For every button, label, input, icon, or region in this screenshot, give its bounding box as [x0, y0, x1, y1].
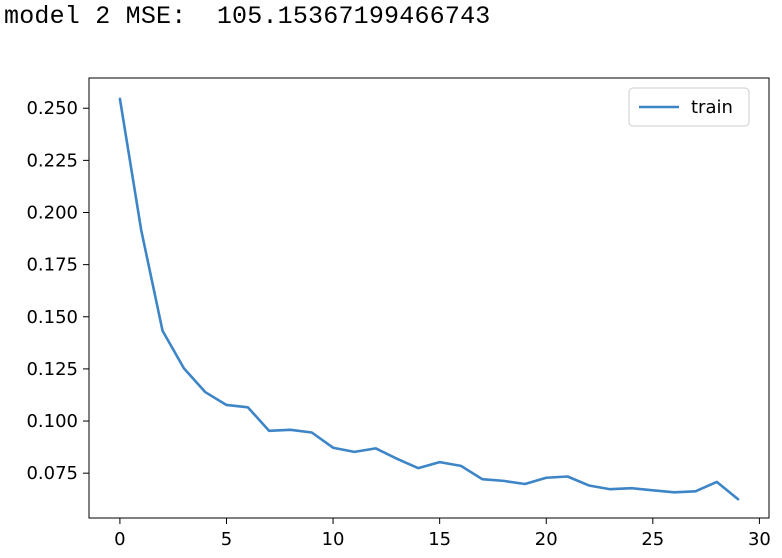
axes-frame — [88, 77, 770, 519]
y-tick-label: 0.075 — [26, 463, 78, 484]
y-tick-label: 0.200 — [26, 203, 78, 224]
x-tick-label: 15 — [428, 529, 451, 550]
legend-label-train: train — [691, 97, 733, 118]
y-tick-label: 0.150 — [26, 307, 78, 328]
legend: train — [628, 87, 750, 127]
x-tick-label: 10 — [322, 529, 345, 550]
y-tick-label: 0.225 — [26, 150, 78, 171]
y-tick-label: 0.100 — [26, 411, 78, 432]
x-tick-label: 20 — [535, 529, 558, 550]
y-tick-label: 0.250 — [26, 98, 78, 119]
legend-box — [628, 87, 750, 127]
series-layer — [118, 97, 740, 501]
x-tick-label: 25 — [641, 529, 664, 550]
x-tick-label: 30 — [748, 529, 771, 550]
ticks-layer: 0 5 10 15 20 25 30 0.075 0.100 0.125 0.150 0.175 0.2… — [26, 98, 770, 550]
series-line-train — [118, 97, 740, 501]
x-tick-label: 5 — [221, 529, 232, 550]
model-mse-output: model 2 MSE: 105.15367199466743 — [4, 2, 491, 31]
x-tick-label: 0 — [114, 529, 125, 550]
y-tick-label: 0.175 — [26, 255, 78, 276]
y-tick-label: 0.125 — [26, 359, 78, 380]
